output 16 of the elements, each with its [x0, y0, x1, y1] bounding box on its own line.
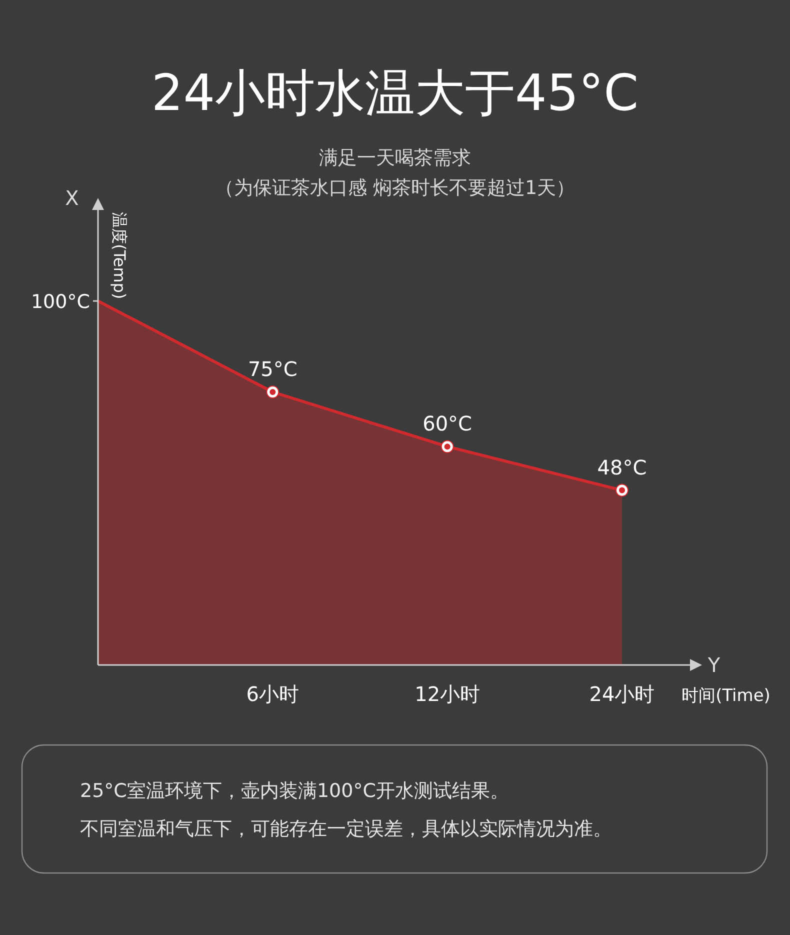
- x-axis-title: 时间(Time): [682, 686, 770, 706]
- text: （为保证茶水口感 焖茶时长不要超过1天）: [214, 177, 576, 199]
- chart-title: 24小时水温大于45°C: [151, 64, 639, 122]
- x-tick-label: 12小时: [414, 682, 480, 706]
- data-label: 75°C: [248, 357, 298, 381]
- text: Y: [706, 653, 721, 677]
- x-tick-label: 24小时: [589, 682, 655, 706]
- data-label: 48°C: [597, 455, 647, 480]
- data-label: 60°C: [422, 412, 472, 436]
- y-tick-label: 100°C: [30, 291, 90, 313]
- y-axis-title: 温度(Temp): [110, 212, 129, 300]
- text: 不同室温和气压下，可能存在一定误差，具体以实际情况为准。: [80, 818, 612, 840]
- chart-subtitle: 满足一天喝茶需求: [319, 147, 471, 169]
- x-tick-label: 6小时: [246, 682, 300, 706]
- text: 25°C室温环境下，壶内装满100°C开水测试结果。: [80, 780, 509, 802]
- text: X: [65, 186, 80, 210]
